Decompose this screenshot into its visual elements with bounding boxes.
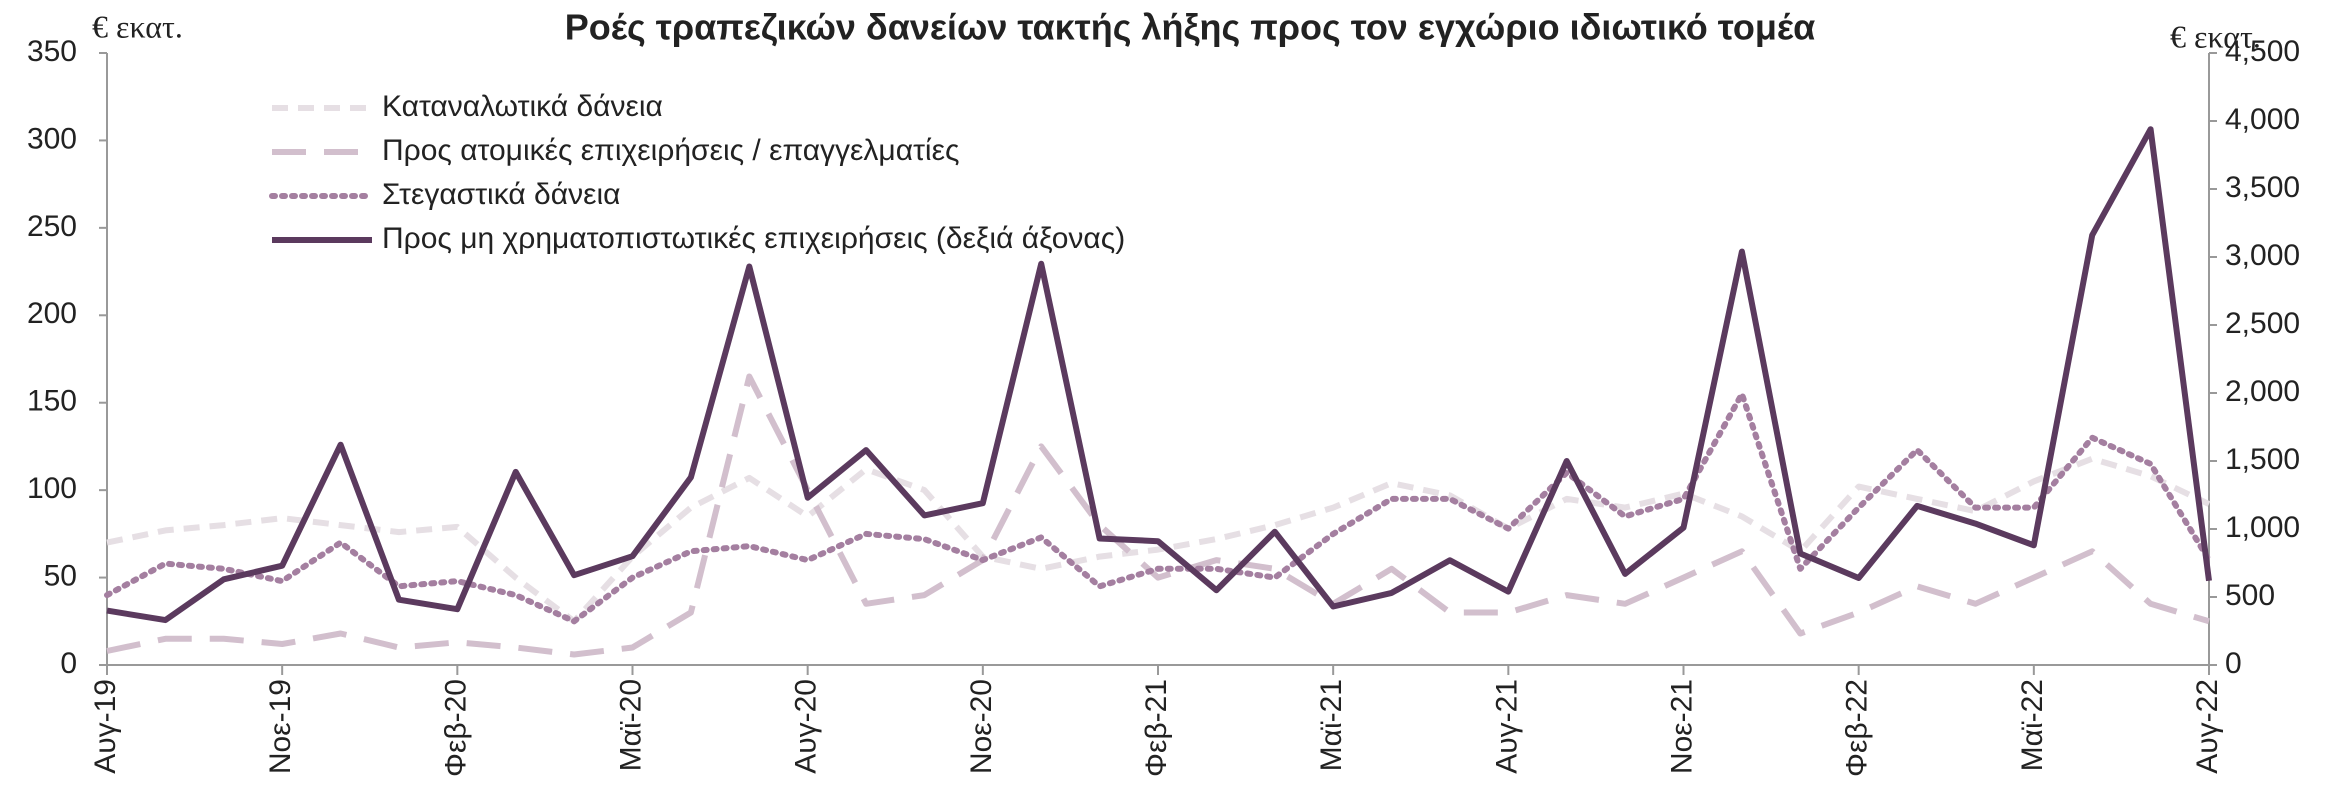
y2-tick-label: 1,000 (2225, 511, 2300, 544)
x-tick-label: Φεβ-22 (1841, 679, 1874, 777)
y2-tick-label: 2,500 (2225, 307, 2300, 340)
y-tick-label: 300 (27, 122, 77, 155)
x-tick-label: Νοε-20 (965, 679, 998, 774)
x-tick-label: Νοε-21 (1665, 679, 1698, 774)
y-tick-label: 0 (60, 647, 77, 680)
y-tick-label: 50 (44, 559, 77, 592)
chart-title: Ροές τραπεζικών δανείων τακτής λήξης προ… (565, 7, 1815, 48)
y-tick-label: 250 (27, 210, 77, 243)
y2-tick-label: 4,000 (2225, 103, 2300, 136)
y-tick-label: 200 (27, 297, 77, 330)
x-tick-label: Μαϊ-22 (2016, 679, 2049, 771)
line-series (106, 126, 2212, 624)
line-series (106, 373, 2210, 658)
x-tick-label: Μαϊ-20 (614, 679, 647, 771)
legend-label: Καταναλωτικά δάνεια (382, 90, 663, 123)
y-tick-label: 150 (27, 385, 77, 418)
y2-tick-label: 0 (2225, 647, 2242, 680)
line-series (104, 391, 2212, 625)
y-tick-label: 350 (27, 35, 77, 68)
y2-tick-label: 3,000 (2225, 239, 2300, 272)
y2-tick-label: 500 (2225, 579, 2275, 612)
y2-axis-label: € εκατ. (2170, 18, 2261, 54)
legend-label: Προς ατομικές επιχειρήσεις / επαγγελματί… (382, 134, 959, 167)
y-tick-label: 100 (27, 472, 77, 505)
line-series (106, 455, 2211, 625)
x-tick-label: Αυγ-21 (1490, 679, 1523, 774)
x-tick-label: Νοε-19 (264, 679, 297, 774)
legend-label: Στεγαστικά δάνεια (382, 178, 620, 211)
legend-label: Προς μη χρηματοπιστωτικές επιχειρήσεις (… (382, 222, 1125, 255)
y-axis-label: € εκατ. (92, 8, 183, 44)
y2-tick-label: 1,500 (2225, 443, 2300, 476)
y2-tick-label: 4,500 (2225, 35, 2300, 68)
x-tick-label: Αυγ-20 (790, 679, 823, 774)
x-tick-label: Αυγ-19 (89, 679, 122, 774)
y2-tick-label: 3,500 (2225, 171, 2300, 204)
x-tick-label: Μαϊ-21 (1315, 679, 1348, 771)
y2-tick-label: 2,000 (2225, 375, 2300, 408)
x-tick-label: Φεβ-21 (1140, 679, 1173, 777)
x-tick-label: Αυγ-22 (2191, 679, 2224, 774)
x-tick-label: Φεβ-20 (439, 679, 472, 777)
